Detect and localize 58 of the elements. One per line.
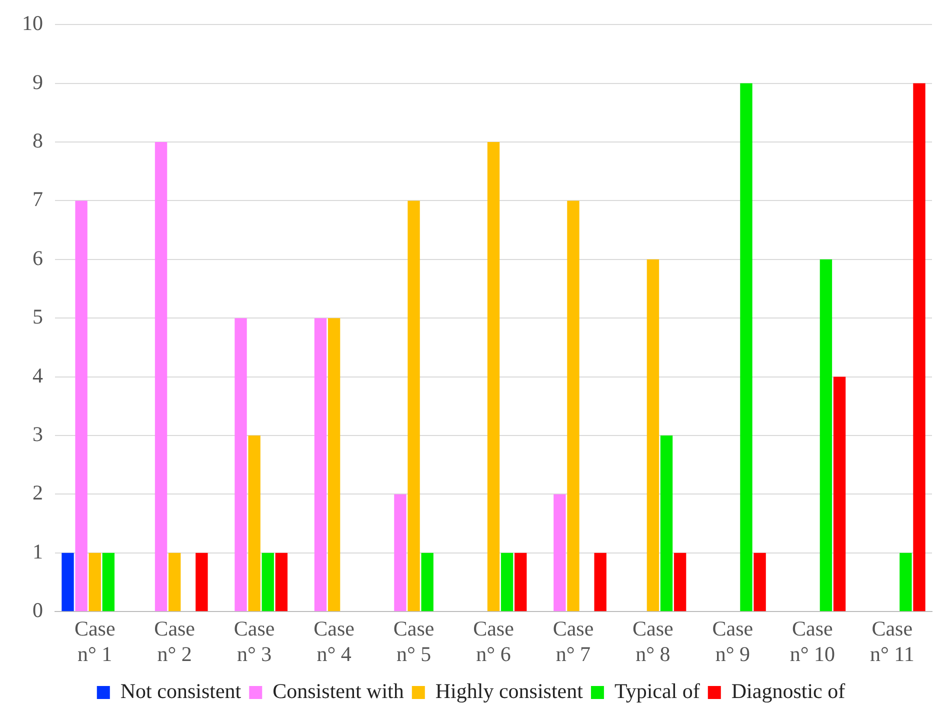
y-tick-label: 8 <box>32 128 43 153</box>
x-tick-label: Case n° 11 <box>870 616 914 666</box>
bar <box>328 318 340 612</box>
y-tick-label: 6 <box>32 246 43 270</box>
y-tick-label: 9 <box>32 70 43 94</box>
bar <box>234 318 247 612</box>
x-tick-label: Case n° 8 <box>632 616 674 666</box>
legend-label: Typical of <box>614 679 700 704</box>
x-tick-label: Case n° 1 <box>74 616 116 666</box>
y-tick-label: 0 <box>32 598 43 622</box>
bar <box>913 83 926 612</box>
legend-label: Not consistent <box>120 679 242 704</box>
bar <box>421 552 434 612</box>
bar <box>900 552 912 612</box>
x-tick-label: Case n° 3 <box>234 616 275 666</box>
bar <box>62 552 74 612</box>
y-tick-label: 4 <box>32 363 44 388</box>
x-tick-label: Case n° 9 <box>712 616 754 666</box>
y-tick-label: 2 <box>32 480 43 505</box>
x-tick-label: Case n° 7 <box>552 616 594 666</box>
bar <box>394 494 406 612</box>
bar <box>567 200 580 612</box>
bar <box>660 436 673 612</box>
bar <box>262 552 274 612</box>
bar <box>740 83 752 612</box>
y-tick-label: 5 <box>32 304 43 329</box>
bar <box>314 318 327 612</box>
x-tick-label: Case n° 10 <box>790 616 835 666</box>
x-tick-label: Case n° 5 <box>393 616 434 666</box>
bar <box>102 552 115 612</box>
bar <box>820 259 832 612</box>
y-tick-label: 10 <box>22 11 43 36</box>
bar <box>88 552 101 612</box>
bar <box>408 200 420 612</box>
x-tick-label: Case n° 4 <box>314 616 354 666</box>
legend-label: Consistent with <box>272 679 404 704</box>
y-tick-label: 1 <box>32 539 43 564</box>
bar <box>674 552 686 612</box>
y-tick-label: 7 <box>32 187 43 212</box>
y-tick-label: 3 <box>32 422 43 446</box>
bar <box>754 552 766 612</box>
x-tick-label: Case n° 2 <box>154 616 196 666</box>
bar <box>833 376 846 612</box>
bar <box>75 200 88 612</box>
bar <box>196 552 208 612</box>
bar <box>514 552 527 612</box>
bar <box>275 552 288 612</box>
bar <box>500 552 514 612</box>
legend-label: Diagnostic of <box>731 679 846 704</box>
bar <box>248 436 260 612</box>
bar <box>487 142 500 612</box>
bar <box>168 552 181 612</box>
bar <box>594 552 606 612</box>
bar <box>554 494 566 612</box>
x-tick-label: Case n° 6 <box>473 616 514 666</box>
legend-label: Highly consistent <box>435 679 584 704</box>
bar <box>154 142 168 612</box>
bar <box>646 259 660 612</box>
